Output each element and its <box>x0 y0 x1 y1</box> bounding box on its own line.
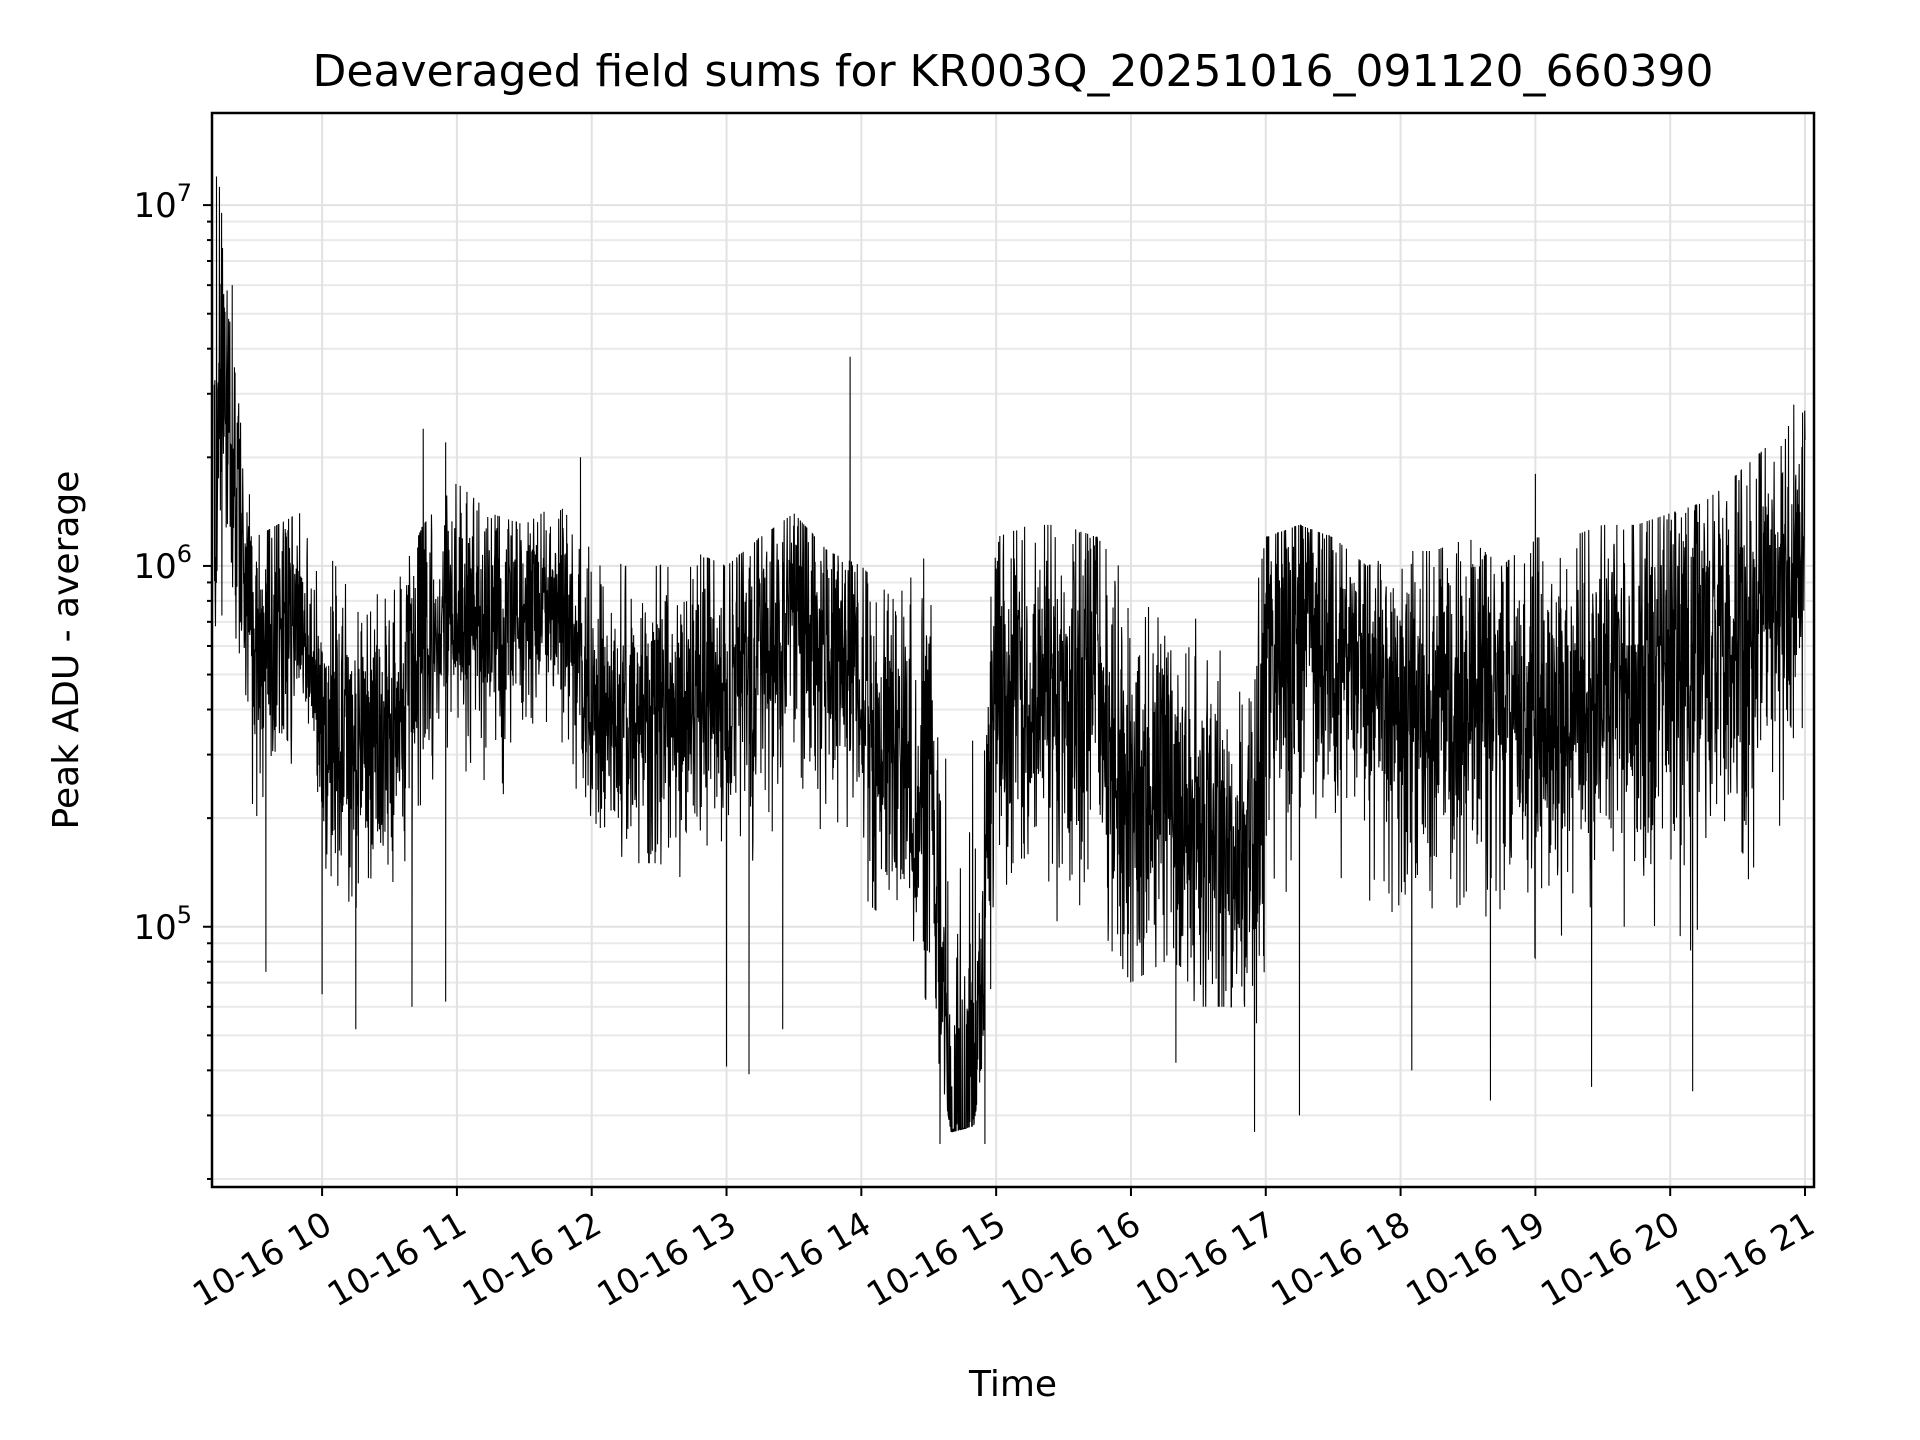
x-axis-label: Time <box>968 1364 1057 1405</box>
x-tick-label: 10-16 15 <box>860 1204 1012 1315</box>
x-tick-label: 10-16 18 <box>1265 1204 1417 1315</box>
x-tick-label: 10-16 17 <box>1130 1204 1282 1315</box>
x-tick-label: 10-16 20 <box>1534 1204 1686 1315</box>
plot-area <box>213 176 1806 1144</box>
y-tick-label: 107 <box>133 179 192 226</box>
x-tick-label: 10-16 14 <box>725 1204 877 1315</box>
y-tick-label: 105 <box>133 901 192 948</box>
y-axis: 105 106 107 <box>133 179 212 1180</box>
x-tick-label: 10-16 16 <box>995 1204 1147 1315</box>
series-line <box>213 176 1806 1144</box>
x-tick-label: 10-16 12 <box>456 1204 608 1315</box>
x-tick-label: 10-16 11 <box>321 1204 473 1315</box>
plot-frame <box>210 111 1816 1189</box>
y-axis-label: Peak ADU - average <box>46 471 87 830</box>
y-tick-label: 106 <box>133 540 192 587</box>
x-tick-label: 10-16 19 <box>1399 1204 1551 1315</box>
x-tick-label: 10-16 13 <box>591 1204 743 1315</box>
x-tick-label: 10-16 10 <box>186 1204 338 1315</box>
x-tick-label: 10-16 21 <box>1669 1204 1821 1315</box>
chart-title: Deaveraged field sums for KR003Q_2025101… <box>313 46 1714 97</box>
